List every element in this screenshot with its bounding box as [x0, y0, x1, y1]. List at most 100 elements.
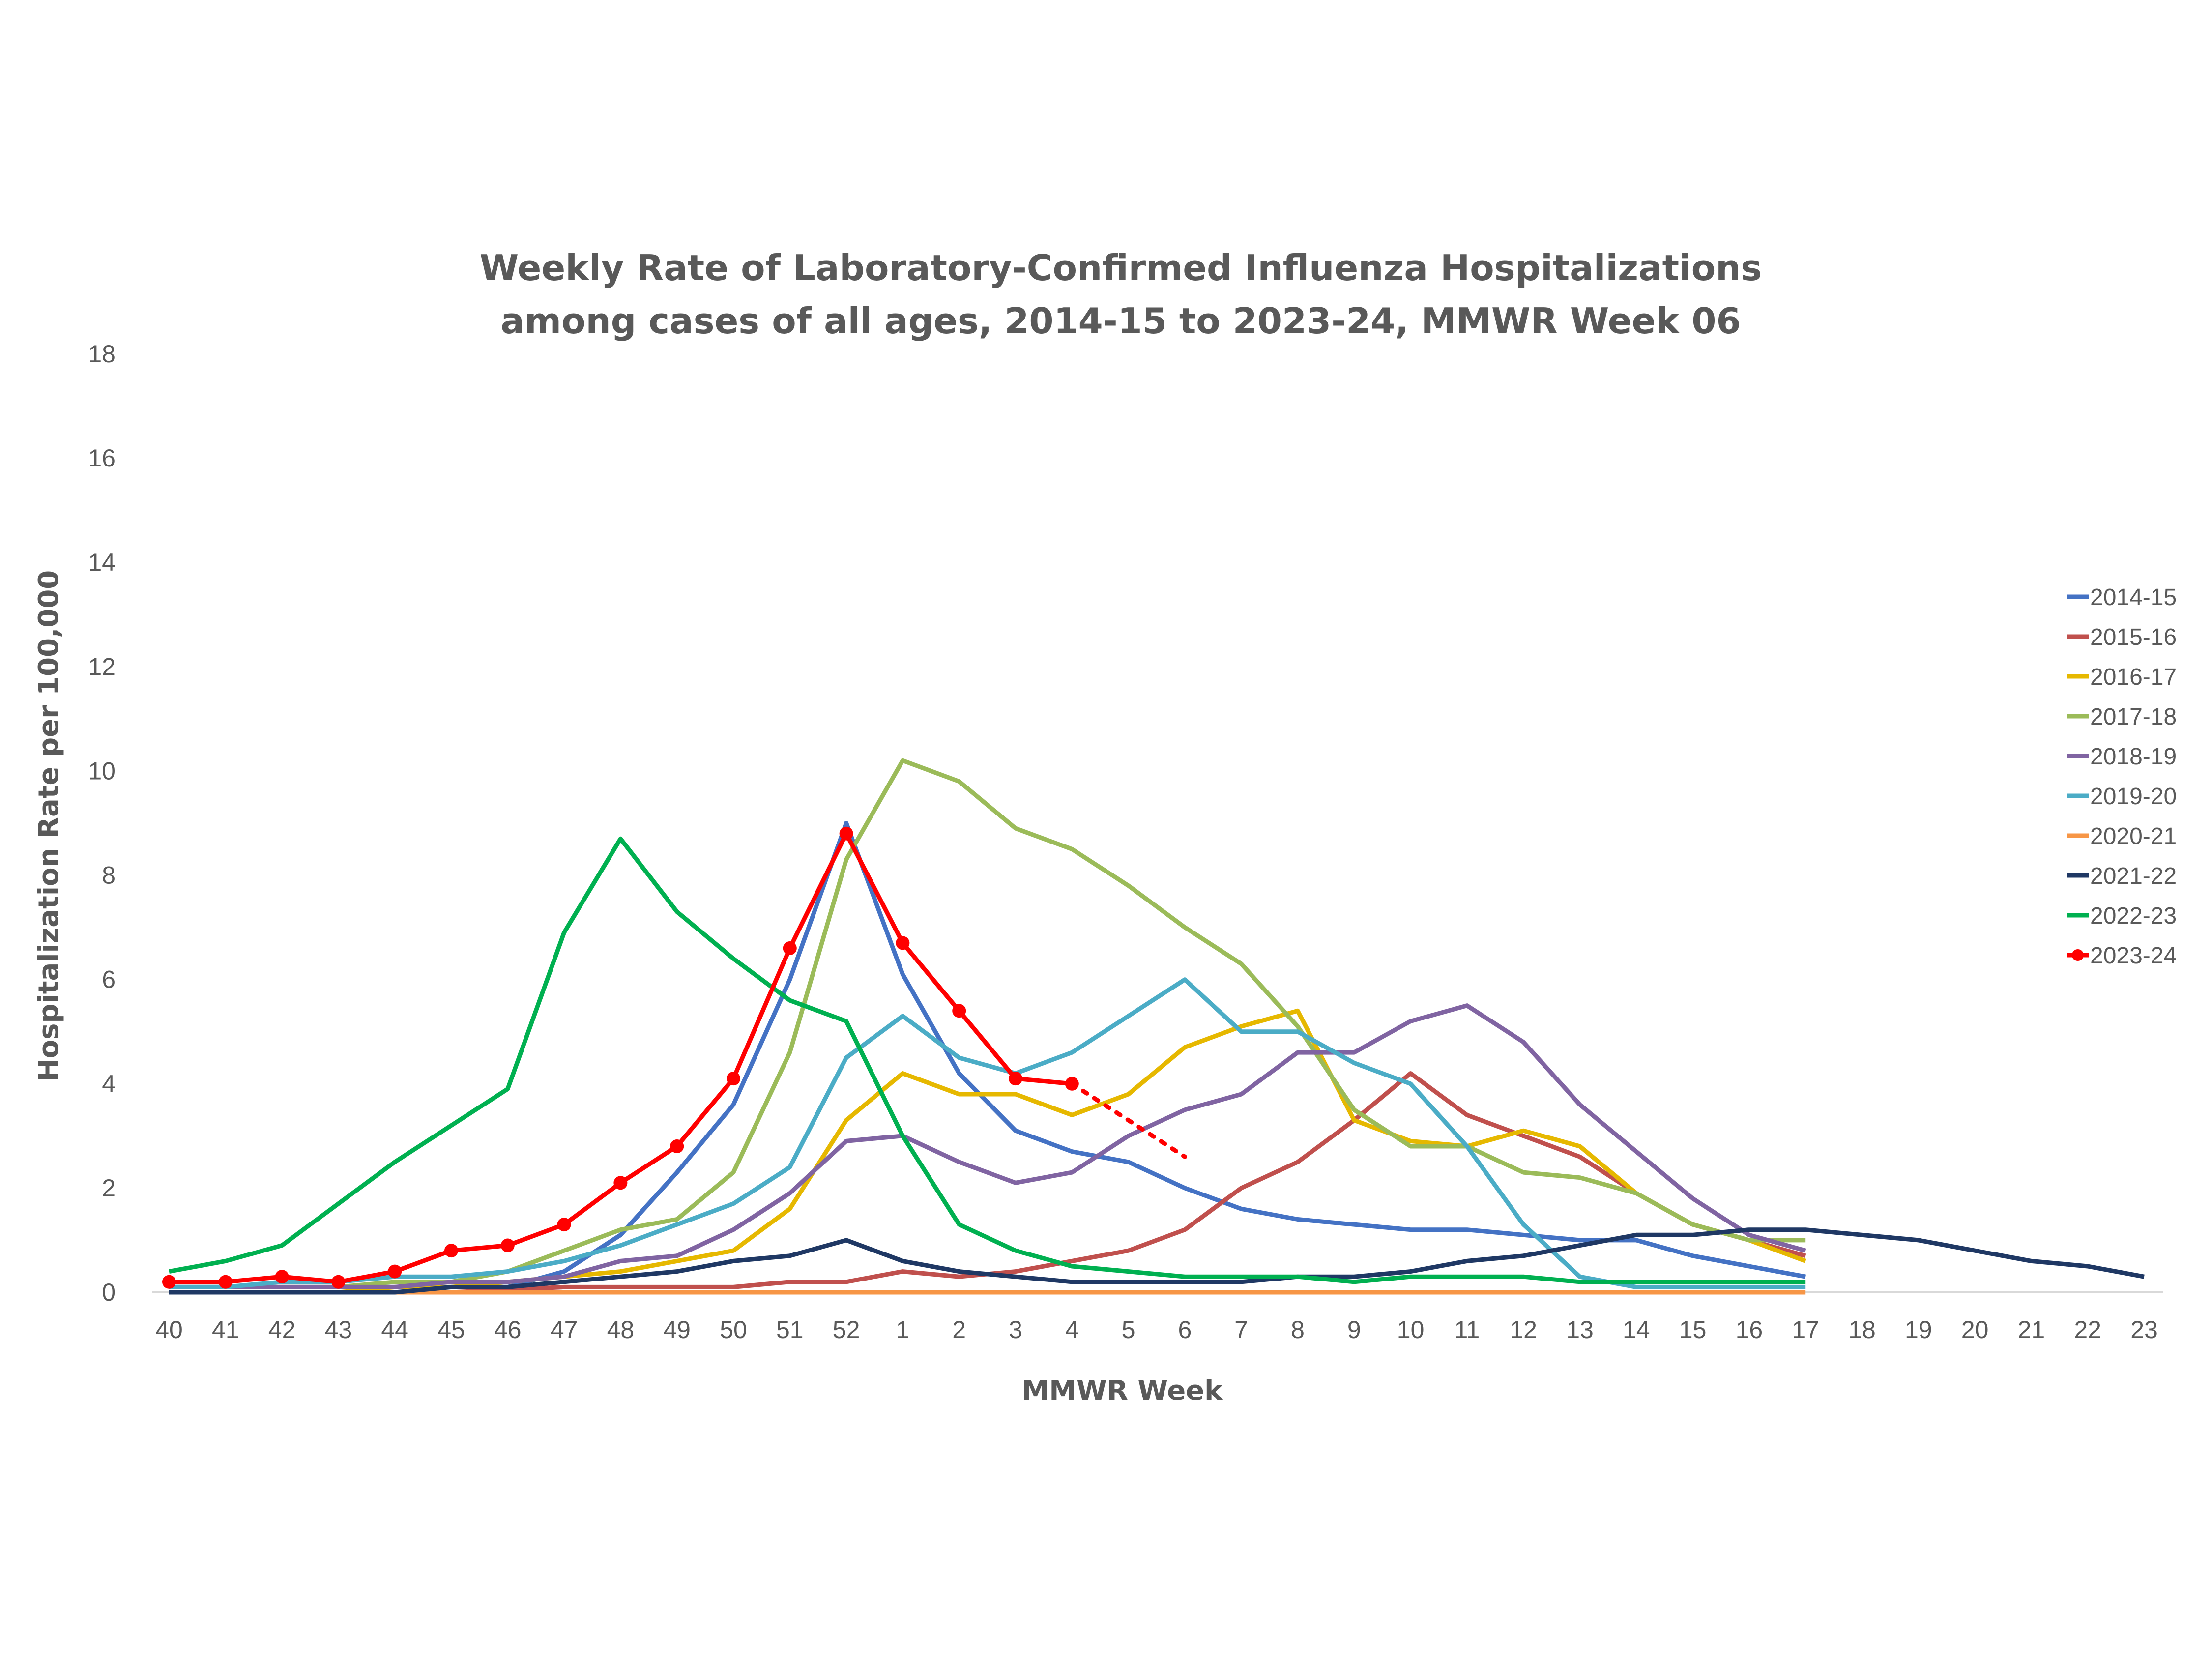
data-point	[1065, 1077, 1079, 1091]
data-point	[839, 826, 853, 841]
x-tick-labels: 40 41 42 43 44 45 46 47 48 49 50 51 52 1 2 3 4 5 6 7 8 9 10 11 1…	[155, 1316, 2158, 1343]
x-tick-label: 49	[663, 1316, 691, 1343]
legend-label: 2017-18	[2090, 704, 2177, 730]
y-tick-label: 8	[102, 862, 116, 889]
y-tick-label: 4	[102, 1070, 116, 1098]
data-point	[444, 1244, 458, 1258]
y-tick-label: 0	[102, 1279, 116, 1306]
legend-item-2021-22: 2021-22	[2067, 863, 2177, 889]
x-tick-label: 18	[1848, 1316, 1876, 1343]
series-line-2014-15	[169, 821, 1806, 1289]
x-tick-label: 5	[1122, 1316, 1135, 1343]
x-tick-label: 48	[607, 1316, 635, 1343]
x-tick-label: 8	[1291, 1316, 1305, 1343]
y-tick-label: 2	[102, 1174, 116, 1202]
data-point	[331, 1275, 346, 1289]
series-lines	[162, 758, 2145, 1295]
y-tick-label: 16	[88, 444, 116, 472]
series-line-2023-24	[169, 831, 1073, 1284]
legend-label: 2014-15	[2090, 584, 2177, 611]
series-line-2019-20	[169, 977, 1806, 1289]
y-tick-label: 10	[88, 757, 116, 785]
x-tick-label: 23	[2130, 1316, 2158, 1343]
x-tick-label: 6	[1178, 1316, 1192, 1343]
legend-item-2019-20: 2019-20	[2067, 784, 2177, 810]
legend-item-2018-19: 2018-19	[2067, 744, 2177, 770]
legend-label: 2015-16	[2090, 624, 2177, 650]
x-tick-label: 15	[1679, 1316, 1707, 1343]
x-tick-label: 10	[1397, 1316, 1425, 1343]
legend-item-2014-15: 2014-15	[2067, 584, 2177, 611]
projection-line-2023-24	[1070, 1081, 1187, 1159]
legend-item-2020-21: 2020-21	[2067, 823, 2177, 849]
y-tick-label: 6	[102, 966, 116, 993]
x-tick-label: 19	[1905, 1316, 1932, 1343]
x-tick-label: 41	[212, 1316, 239, 1343]
legend-item-2015-16: 2015-16	[2067, 624, 2177, 650]
legend-item-2022-23: 2022-23	[2067, 903, 2177, 929]
x-tick-label: 12	[1510, 1316, 1537, 1343]
legend-label: 2018-19	[2090, 744, 2177, 770]
data-point	[162, 1275, 176, 1289]
data-point	[388, 1264, 402, 1279]
x-tick-label: 17	[1792, 1316, 1819, 1343]
x-tick-label: 7	[1234, 1316, 1248, 1343]
legend: 2014-15 2015-16 2016-17 2017-18 2018-19 2019-…	[2067, 584, 2177, 969]
x-tick-label: 16	[1736, 1316, 1763, 1343]
data-point	[275, 1270, 289, 1284]
data-point	[500, 1238, 515, 1252]
data-point	[896, 936, 910, 950]
data-point	[613, 1176, 628, 1190]
data-point	[783, 941, 797, 956]
data-point	[1009, 1072, 1022, 1086]
legend-item-2016-17: 2016-17	[2067, 664, 2177, 690]
x-tick-label: 43	[325, 1316, 352, 1343]
y-axis-title: Hospitalization Rate per 100,000	[33, 570, 65, 1081]
x-tick-label: 42	[268, 1316, 296, 1343]
series-line-2017-18	[169, 758, 1806, 1289]
x-tick-label: 50	[720, 1316, 747, 1343]
data-point	[670, 1139, 684, 1154]
data-point	[557, 1218, 571, 1232]
legend-label: 2016-17	[2090, 664, 2177, 690]
legend-label: 2022-23	[2090, 903, 2177, 929]
x-tick-label: 46	[494, 1316, 522, 1343]
legend-label: 2023-24	[2090, 943, 2177, 969]
y-tick-labels: 0 2 4 6 8 10 12 14 16 18	[88, 340, 116, 1306]
legend-item-2017-18: 2017-18	[2067, 704, 2177, 730]
series-line-2018-19	[169, 1003, 1806, 1289]
legend-label: 2019-20	[2090, 784, 2177, 810]
data-point	[218, 1275, 233, 1289]
y-tick-label: 12	[88, 653, 116, 680]
x-tick-label: 2	[952, 1316, 966, 1343]
x-tick-label: 21	[2018, 1316, 2045, 1343]
y-tick-label: 18	[88, 340, 116, 368]
y-tick-label: 14	[88, 549, 116, 576]
legend-label: 2020-21	[2090, 823, 2177, 849]
x-tick-label: 47	[551, 1316, 578, 1343]
series-line-2021-22	[169, 1227, 2145, 1295]
x-tick-label: 4	[1065, 1316, 1079, 1343]
x-tick-label: 1	[896, 1316, 909, 1343]
x-tick-label: 22	[2074, 1316, 2101, 1343]
legend-item-2023-24: 2023-24	[2067, 943, 2177, 969]
x-tick-label: 14	[1623, 1316, 1650, 1343]
x-tick-label: 13	[1566, 1316, 1594, 1343]
x-tick-label: 3	[1009, 1316, 1022, 1343]
x-tick-label: 52	[833, 1316, 860, 1343]
x-tick-label: 9	[1347, 1316, 1361, 1343]
x-tick-label: 11	[1454, 1316, 1480, 1343]
legend-marker	[2072, 949, 2084, 961]
chart-subtitle: among cases of all ages, 2014-15 to 2023…	[500, 300, 1741, 342]
x-axis-title: MMWR Week	[1022, 1375, 1224, 1407]
chart-title: Weekly Rate of Laboratory-Confirmed Infl…	[480, 247, 1762, 289]
data-point	[727, 1072, 740, 1086]
series-line-2022-23	[169, 836, 1806, 1284]
x-tick-label: 40	[155, 1316, 183, 1343]
legend-label: 2021-22	[2090, 863, 2177, 889]
x-tick-label: 20	[1961, 1316, 1989, 1343]
x-tick-label: 45	[437, 1316, 465, 1343]
x-tick-label: 44	[381, 1316, 408, 1343]
x-tick-label: 51	[776, 1316, 804, 1343]
